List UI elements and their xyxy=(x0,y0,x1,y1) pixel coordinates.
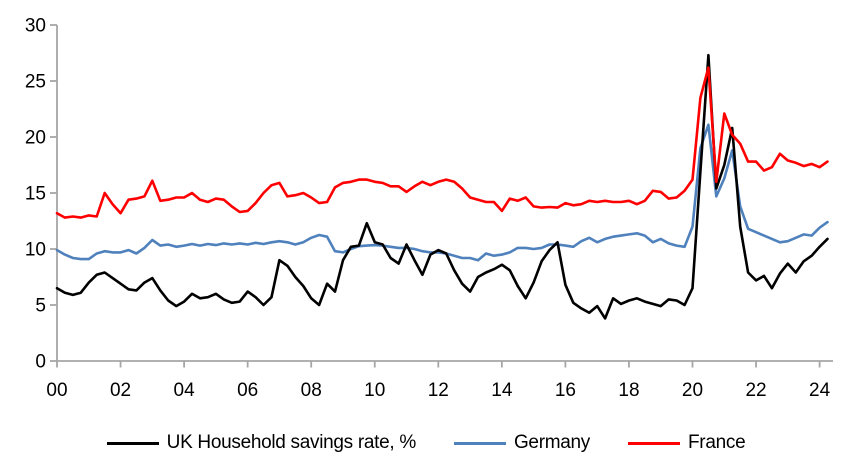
germany-line-swatch xyxy=(453,441,506,445)
x-axis-tick-label: 10 xyxy=(364,380,385,401)
x-axis-tick-label: 06 xyxy=(237,380,258,401)
y-axis-tick-label: 30 xyxy=(25,16,46,37)
y-axis-tick-label: 10 xyxy=(25,240,46,261)
x-axis-tick-label: 00 xyxy=(46,380,67,401)
legend-item-germany: Germany xyxy=(453,432,590,454)
y-axis-tick-label: 0 xyxy=(35,352,46,373)
chart-legend: UK Household savings rate, % Germany Fra… xyxy=(0,432,852,454)
x-axis-tick-label: 02 xyxy=(110,380,131,401)
x-axis-tick-label: 18 xyxy=(618,380,639,401)
y-axis-tick-label: 25 xyxy=(25,72,46,93)
legend-label-france: France xyxy=(688,432,746,453)
x-axis-tick-label: 20 xyxy=(682,380,703,401)
x-axis-tick-label: 24 xyxy=(809,380,831,401)
x-axis-tick-label: 04 xyxy=(174,380,196,401)
uk-savings-line xyxy=(55,53,829,320)
legend-label-uk: UK Household savings rate, % xyxy=(166,432,417,453)
france-savings-line xyxy=(55,66,829,219)
y-axis-tick-label: 15 xyxy=(25,184,46,205)
x-axis-tick-label: 22 xyxy=(745,380,766,401)
x-axis-tick-label: 12 xyxy=(428,380,449,401)
legend-label-germany: Germany xyxy=(513,432,590,453)
y-axis-tick-label: 5 xyxy=(35,296,46,317)
germany-savings-line xyxy=(55,123,829,262)
x-axis-tick-label: 16 xyxy=(555,380,576,401)
y-axis-tick-label: 20 xyxy=(25,128,46,149)
france-line-swatch xyxy=(628,441,680,445)
legend-item-uk: UK Household savings rate, % xyxy=(106,432,417,454)
x-axis-tick-label: 08 xyxy=(301,380,322,401)
legend-item-france: France xyxy=(628,432,746,454)
uk-line-swatch xyxy=(106,441,159,445)
x-axis-tick-label: 14 xyxy=(491,380,513,401)
